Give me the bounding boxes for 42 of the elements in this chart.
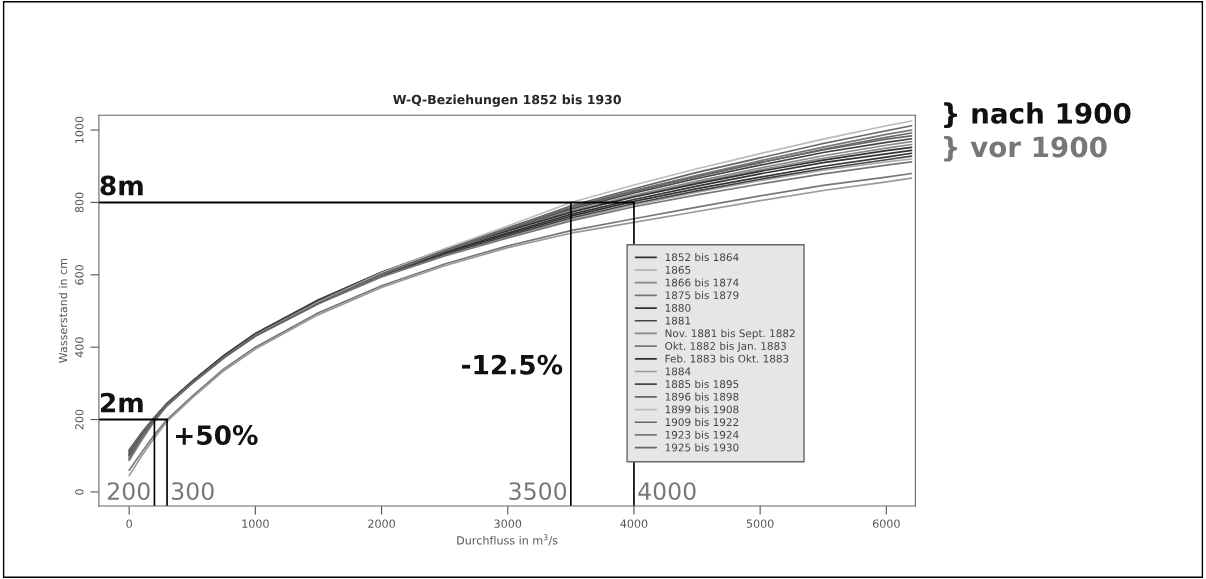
annotation: -12.5% — [462, 354, 563, 375]
legend-label: 1880 — [665, 303, 691, 312]
legend-label: 1885 bis 1895 — [665, 379, 739, 388]
y-tick-label: 600 — [75, 264, 84, 285]
annotation: +50% — [175, 425, 258, 446]
legend-label: 1899 bis 1908 — [665, 405, 739, 414]
y-tick-label: 1000 — [75, 116, 84, 143]
x-tick-label: 1000 — [242, 519, 269, 528]
legend-label: Okt. 1882 bis Jan. 1883 — [665, 341, 786, 352]
y-axis-title: Wasserstand in cm — [58, 258, 68, 363]
y-tick-label: 800 — [75, 192, 84, 213]
ref-line-label: 3500 — [509, 482, 567, 501]
chart-title: W-Q-Beziehungen 1852 bis 1930 — [393, 94, 621, 107]
y-tick-label: 400 — [75, 337, 84, 358]
ref-line-label: 8m — [100, 175, 143, 196]
x-tick-label: 6000 — [872, 519, 900, 528]
legend-label: 1884 — [665, 367, 691, 376]
legend-label: Feb. 1883 bis Okt. 1883 — [665, 354, 789, 363]
ref-line-label: 2m — [100, 392, 143, 413]
legend-label: 1909 bis 1922 — [665, 417, 739, 427]
text: } nach 1900 — [944, 102, 1131, 128]
legend-label: Nov. 1881 bis Sept. 1882 — [665, 329, 795, 340]
legend-label: 1866 bis 1874 — [665, 278, 739, 287]
text: } vor 1900 — [944, 135, 1107, 162]
x-tick-label: 4000 — [620, 519, 648, 528]
y-tick-label: 200 — [75, 409, 84, 430]
ref-line-label: 200 — [107, 482, 150, 501]
x-tick-label: 0 — [126, 519, 132, 528]
ref-line-label: 300 — [171, 482, 214, 501]
legend-label: 1923 bis 1924 — [665, 430, 739, 439]
x-tick-label: 5000 — [746, 519, 774, 528]
legend-label: 1865 — [665, 265, 691, 274]
ref-line-label: 4000 — [638, 482, 696, 501]
x-axis-title: Durchfluss in m$^{3}$/s — [457, 534, 558, 546]
legend-label: 1875 bis 1879 — [665, 291, 739, 300]
legend-label: 1852 bis 1864 — [665, 253, 739, 262]
y-tick-label: 0 — [75, 489, 84, 495]
x-tick-label: 3000 — [494, 519, 522, 528]
legend-label: 1881 — [665, 316, 691, 325]
legend-label: 1925 bis 1930 — [665, 443, 739, 452]
x-tick-label: 2000 — [368, 519, 395, 528]
legend-label: 1896 bis 1898 — [665, 392, 739, 401]
